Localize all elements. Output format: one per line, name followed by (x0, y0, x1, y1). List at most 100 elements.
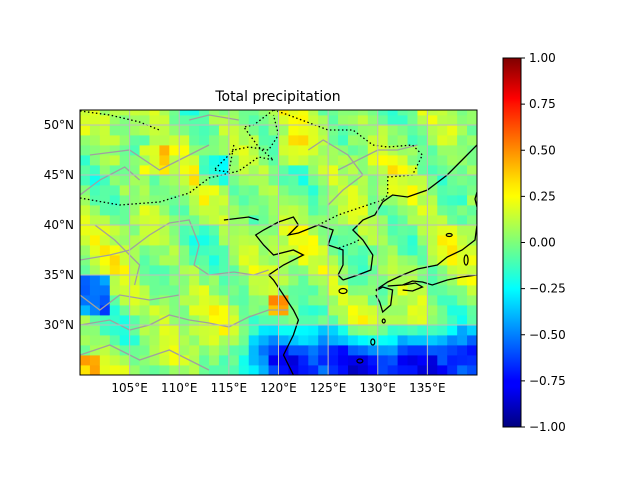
precip-cell (338, 335, 349, 346)
precip-cell (318, 115, 329, 126)
precip-cell (397, 365, 408, 375)
precip-cell (278, 135, 289, 146)
precip-cell (427, 255, 438, 266)
precip-cell (89, 265, 101, 276)
precip-cell (437, 135, 448, 146)
precip-cell (417, 345, 428, 356)
precip-cell (80, 205, 91, 216)
precip-cell (179, 185, 190, 196)
precip-cell (377, 125, 389, 136)
precip-cell (209, 110, 220, 116)
precip-cell (238, 215, 250, 226)
precip-cell (80, 295, 91, 306)
precip-cell (447, 155, 458, 166)
precip-cell (467, 335, 477, 346)
precip-cell (218, 125, 230, 136)
precip-cell (80, 345, 91, 356)
precip-cell (139, 355, 150, 366)
precip-cell (467, 255, 477, 266)
precip-cell (278, 315, 289, 326)
precip-cell (89, 325, 101, 336)
precip-cell (199, 125, 210, 136)
precip-cell (427, 265, 438, 276)
precip-cell (268, 295, 279, 306)
precip-cell (238, 110, 250, 116)
precip-cell (258, 285, 269, 296)
precip-cell (467, 165, 477, 176)
precip-cell (218, 255, 230, 266)
precip-cell (437, 165, 448, 176)
precip-cell (209, 225, 220, 236)
precip-cell (338, 145, 349, 156)
precip-cell (447, 135, 458, 146)
precip-cell (328, 115, 339, 126)
precip-cell (89, 185, 101, 196)
precip-cell (209, 185, 220, 196)
precip-cell (367, 155, 379, 166)
precipitation-map: 105°E 110°E 115°E 120°E 125°E 130°E 135°E 30°N… (44, 95, 478, 395)
precip-cell (278, 285, 289, 296)
precip-cell (347, 115, 359, 126)
precip-cell (129, 345, 140, 356)
precip-cell (129, 285, 140, 296)
precip-cell (139, 185, 150, 196)
precip-cell (139, 315, 150, 326)
precip-cell (189, 265, 200, 276)
precip-cell (238, 315, 250, 326)
precip-cell (457, 165, 468, 176)
precip-cell (248, 325, 260, 336)
precip-cell (427, 295, 438, 306)
precip-cell (209, 305, 220, 316)
precip-cell (447, 345, 458, 356)
precip-cell (397, 345, 408, 356)
precip-cell (417, 295, 428, 306)
precip-cell (367, 355, 379, 366)
lat-tick-label: 45°N (44, 168, 74, 182)
precip-cell (109, 145, 121, 156)
precip-cell (347, 325, 359, 336)
precip-cell (209, 205, 220, 216)
precip-cell (447, 365, 458, 375)
precip-cell (378, 95, 388, 105)
precip-cell (437, 155, 448, 166)
precip-cell (397, 355, 408, 366)
precip-cell (149, 305, 160, 316)
precip-cell (268, 225, 279, 236)
precip-cell (347, 295, 359, 306)
precip-cell (238, 305, 250, 316)
precip-cell (199, 235, 210, 246)
precip-cell (120, 95, 130, 105)
precip-cell (248, 225, 260, 236)
precip-cell (278, 235, 289, 246)
precip-cell (278, 275, 289, 286)
precip-cell (189, 95, 199, 105)
precip-cell (149, 95, 159, 105)
precip-cell (248, 125, 260, 136)
precip-cell (268, 145, 279, 156)
precip-cell (467, 365, 477, 375)
precip-cell (457, 225, 468, 236)
precip-cell (417, 165, 428, 176)
precip-cell (129, 305, 140, 316)
colorbar-tick-label: 0.25 (529, 189, 556, 203)
precip-cell (427, 165, 438, 176)
precip-cell (109, 245, 121, 256)
precip-cell (308, 295, 319, 306)
precip-cell (159, 145, 170, 156)
precip-cell (318, 245, 329, 256)
precip-cell (387, 315, 399, 326)
precip-cell (417, 305, 428, 316)
precip-cell (367, 345, 379, 356)
precip-cell (189, 235, 200, 246)
precip-cell (169, 205, 180, 216)
precip-cell (139, 275, 150, 286)
precip-cell (437, 285, 448, 296)
precip-cell (99, 305, 111, 316)
precip-cell (129, 110, 140, 116)
precip-cell (398, 95, 408, 105)
precip-cell (357, 245, 369, 256)
precip-cell (248, 110, 260, 116)
precip-cell (328, 245, 339, 256)
precip-cell (457, 125, 468, 136)
precip-cell (338, 285, 349, 296)
